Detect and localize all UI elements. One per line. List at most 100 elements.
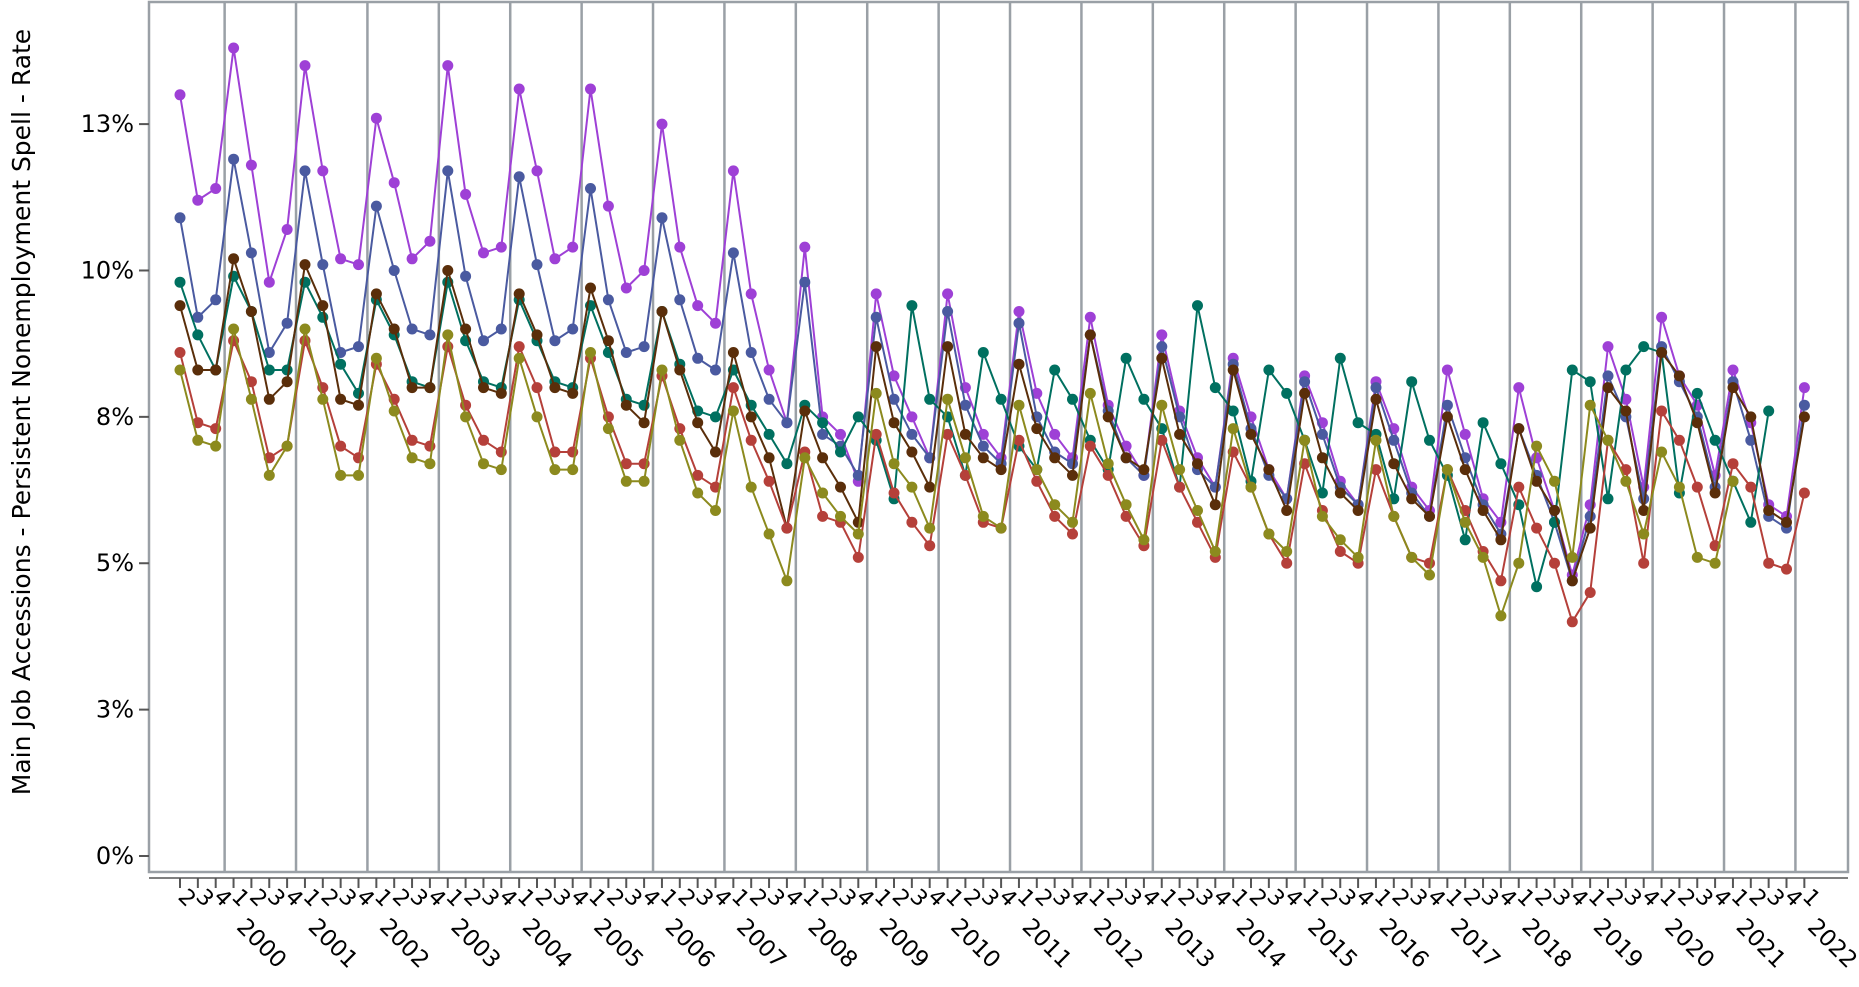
data-point[interactable] (781, 575, 793, 587)
data-point[interactable] (1209, 382, 1221, 394)
data-point[interactable] (745, 288, 757, 300)
data-point[interactable] (727, 165, 739, 177)
data-point[interactable] (888, 417, 900, 429)
data-point[interactable] (513, 341, 525, 353)
data-point[interactable] (1513, 423, 1525, 435)
data-point[interactable] (1549, 505, 1560, 516)
data-point[interactable] (977, 428, 989, 440)
data-point[interactable] (763, 475, 775, 487)
data-point[interactable] (692, 487, 704, 499)
data-point[interactable] (1084, 387, 1096, 399)
data-point[interactable] (745, 481, 757, 493)
data-point[interactable] (192, 434, 204, 446)
data-point[interactable] (424, 458, 436, 470)
data-point[interactable] (1584, 522, 1596, 534)
data-point[interactable] (1745, 434, 1757, 446)
data-point[interactable] (442, 60, 454, 72)
data-point[interactable] (745, 411, 757, 423)
data-point[interactable] (281, 376, 293, 388)
data-point[interactable] (727, 247, 739, 259)
data-point[interactable] (1013, 317, 1025, 329)
data-point[interactable] (942, 306, 954, 317)
data-point[interactable] (1299, 434, 1311, 446)
data-point[interactable] (1031, 475, 1043, 487)
data-point[interactable] (531, 411, 543, 423)
data-point[interactable] (959, 428, 971, 440)
data-point[interactable] (174, 212, 186, 224)
data-point[interactable] (495, 323, 507, 335)
data-point[interactable] (1245, 428, 1257, 440)
data-point[interactable] (924, 481, 936, 493)
data-point[interactable] (1406, 493, 1418, 505)
data-point[interactable] (959, 452, 971, 464)
data-point[interactable] (1263, 528, 1275, 540)
data-point[interactable] (781, 522, 793, 534)
data-point[interactable] (370, 288, 382, 300)
data-point[interactable] (1084, 311, 1096, 323)
data-point[interactable] (210, 440, 222, 452)
data-point[interactable] (1691, 417, 1703, 429)
data-point[interactable] (1638, 505, 1650, 516)
data-point[interactable] (442, 265, 454, 276)
data-point[interactable] (370, 352, 382, 364)
data-point[interactable] (656, 212, 668, 224)
data-point[interactable] (870, 387, 882, 399)
data-point[interactable] (835, 446, 846, 458)
data-point[interactable] (228, 42, 240, 54)
data-point[interactable] (388, 265, 400, 276)
data-point[interactable] (495, 464, 507, 476)
data-point[interactable] (906, 516, 918, 528)
data-point[interactable] (424, 235, 436, 247)
data-point[interactable] (406, 253, 418, 265)
data-point[interactable] (1067, 469, 1078, 481)
data-point[interactable] (1638, 341, 1650, 353)
data-point[interactable] (959, 469, 971, 481)
data-point[interactable] (478, 335, 489, 347)
data-point[interactable] (1388, 510, 1400, 522)
data-point[interactable] (1441, 464, 1453, 476)
data-point[interactable] (1513, 382, 1525, 394)
data-point[interactable] (977, 510, 989, 522)
data-point[interactable] (460, 323, 472, 335)
data-point[interactable] (1459, 464, 1471, 476)
data-point[interactable] (1049, 452, 1061, 464)
data-point[interactable] (1031, 464, 1043, 476)
data-point[interactable] (638, 475, 650, 487)
data-point[interactable] (567, 323, 579, 335)
data-point[interactable] (817, 487, 829, 499)
data-point[interactable] (549, 382, 561, 394)
data-point[interactable] (942, 288, 954, 300)
data-point[interactable] (299, 60, 311, 72)
data-point[interactable] (1316, 452, 1328, 464)
data-point[interactable] (1281, 387, 1293, 399)
data-point[interactable] (1602, 493, 1614, 505)
data-point[interactable] (513, 83, 525, 95)
data-point[interactable] (1049, 364, 1061, 376)
data-point[interactable] (745, 347, 757, 358)
data-point[interactable] (1709, 434, 1721, 446)
data-point[interactable] (1673, 370, 1685, 382)
data-point[interactable] (710, 317, 721, 329)
data-point[interactable] (495, 241, 507, 253)
data-point[interactable] (335, 393, 347, 405)
data-point[interactable] (942, 341, 954, 353)
data-point[interactable] (1174, 428, 1186, 440)
data-point[interactable] (353, 469, 364, 481)
data-point[interactable] (1549, 557, 1560, 569)
data-point[interactable] (1102, 458, 1114, 470)
data-point[interactable] (674, 364, 686, 376)
data-point[interactable] (1727, 475, 1739, 487)
data-point[interactable] (924, 540, 936, 552)
data-point[interactable] (1263, 464, 1275, 476)
data-point[interactable] (442, 329, 454, 341)
data-point[interactable] (1691, 387, 1703, 399)
data-point[interactable] (1798, 399, 1810, 411)
data-point[interactable] (602, 335, 614, 347)
data-point[interactable] (835, 481, 846, 493)
data-point[interactable] (1192, 300, 1203, 312)
data-point[interactable] (888, 370, 900, 382)
data-point[interactable] (174, 347, 186, 358)
data-point[interactable] (1067, 528, 1078, 540)
data-point[interactable] (1727, 458, 1739, 470)
data-point[interactable] (210, 294, 222, 306)
